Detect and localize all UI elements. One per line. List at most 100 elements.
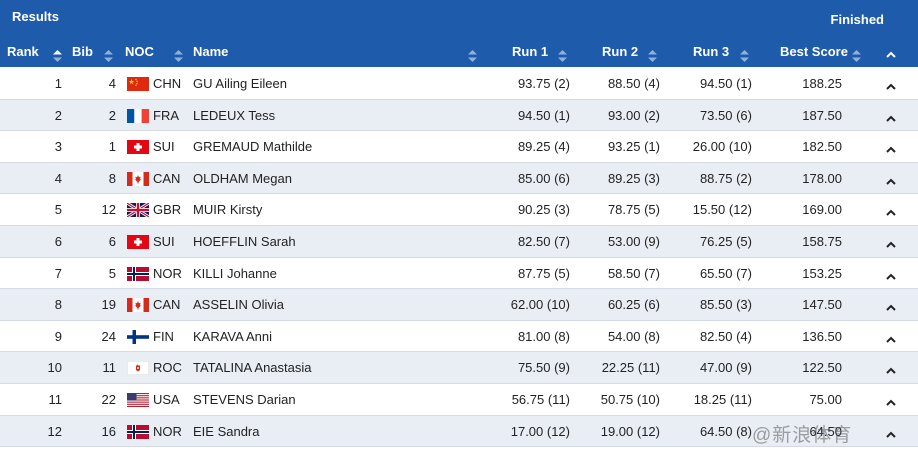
run2-cell: 19.00 (12): [600, 423, 660, 439]
flag-roc-icon: [127, 361, 149, 376]
table-row[interactable]: 3 1 SUI GREMAUD Mathilde 89.25 (4) 93.25 (1) 2…: [0, 131, 918, 163]
table-row[interactable]: 7 5 NOR KILLI Johanne 87.75 (5) 58.50 (7) 65.5…: [0, 258, 918, 290]
caret-up-icon[interactable]: [886, 427, 896, 438]
bib-cell: 11: [102, 360, 117, 376]
run3-cell: 85.50 (3): [699, 297, 752, 313]
table-row[interactable]: 2 2 FRA LEDEUX Tess 94.50 (1) 93.00 (2) 73.50 …: [0, 99, 918, 132]
sort-arrows-icon[interactable]: [104, 50, 113, 62]
athlete-name[interactable]: MUIR Kirsty: [193, 202, 263, 218]
table-row[interactable]: 12 16 NOR EIE Sandra 17.00 (12) 19.00 (12) 64.…: [0, 415, 918, 448]
noc-cell: CAN: [153, 170, 181, 186]
caret-up-icon[interactable]: [886, 237, 896, 248]
flag-fra-icon: [127, 108, 149, 123]
run2-cell: 78.75 (5): [607, 202, 660, 218]
collapse-all-icon[interactable]: [886, 46, 896, 58]
athlete-name[interactable]: GU Ailing Eileen: [193, 76, 287, 91]
bib-cell: 22: [101, 392, 116, 407]
athlete-name[interactable]: HOEFFLIN Sarah: [193, 234, 296, 249]
athlete-name[interactable]: OLDHAM Megan: [193, 170, 292, 186]
athlete-name[interactable]: GREMAUD Mathilde: [193, 139, 313, 155]
athlete-name[interactable]: EIE Sandra: [193, 423, 260, 439]
athlete-name[interactable]: KARAVA Anni: [193, 328, 273, 344]
table-row[interactable]: 11 22 USA STEVENS Darian 56.75 (11) 50.75 (10…: [0, 384, 918, 416]
noc-cell: NOR: [153, 423, 182, 439]
table-row[interactable]: 9 24 FIN KARAVA Anni 81.00 (8) 54.00 (8) 82.50…: [0, 321, 918, 353]
col-run1-header[interactable]: Run 1: [512, 44, 549, 59]
table-row[interactable]: 4 8 CAN OLDHAM Megan 85.00 (6) 89.25 (3) 88.75…: [0, 162, 918, 195]
noc-cell: USA: [153, 392, 180, 407]
caret-up-icon[interactable]: [886, 300, 896, 311]
run3-cell: 26.00 (10): [692, 139, 752, 155]
caret-up-icon[interactable]: [886, 395, 896, 406]
run3-cell: 47.00 (9): [699, 360, 752, 376]
best-score-cell: 169.00: [802, 202, 842, 218]
run1-cell: 56.75 (11): [511, 392, 570, 407]
run1-cell: 62.00 (10): [510, 297, 570, 313]
sort-arrows-icon[interactable]: [174, 50, 183, 62]
run2-cell: 50.75 (10): [600, 392, 660, 407]
run1-cell: 82.50 (7): [517, 234, 570, 249]
table-row[interactable]: 6 6 SUI HOEFFLIN Sarah 82.50 (7) 53.00 (9) 76.…: [0, 226, 918, 258]
sort-arrows-icon[interactable]: [53, 50, 62, 62]
caret-up-icon[interactable]: [886, 174, 896, 185]
col-bib-header[interactable]: Bib: [72, 44, 93, 59]
run1-cell: 85.00 (6): [517, 170, 570, 186]
flag-usa-icon: [127, 393, 149, 407]
flag-fin-icon: [127, 329, 149, 344]
caret-up-icon[interactable]: [886, 332, 896, 343]
caret-up-icon[interactable]: [886, 363, 896, 375]
run3-cell: 76.25 (5): [699, 234, 752, 249]
run2-cell: 22.25 (11): [601, 360, 660, 376]
bib-cell: 5: [108, 265, 116, 281]
bib-cell: 8: [108, 170, 116, 186]
flag-gbr-icon: [127, 203, 149, 218]
flag-nor-icon: [127, 424, 149, 439]
bib-cell: 24: [101, 328, 116, 344]
bib-cell: 1: [108, 139, 116, 155]
sort-arrows-icon[interactable]: [468, 50, 477, 62]
bib-cell: 16: [101, 423, 116, 439]
caret-up-icon[interactable]: [886, 269, 896, 280]
results-title: Results: [12, 9, 59, 24]
table-row[interactable]: 8 19 CAN ASSELIN Olivia 62.00 (10) 60.25 (6) 8…: [0, 289, 918, 321]
caret-up-icon[interactable]: [886, 205, 896, 217]
rank-cell: 5: [54, 202, 62, 218]
athlete-name[interactable]: TATALINA Anastasia: [193, 360, 312, 376]
bib-cell: 19: [101, 297, 116, 313]
best-score-cell: 75.00: [809, 392, 842, 407]
run1-cell: 81.00 (8): [517, 328, 570, 344]
table-row[interactable]: 5 12 GBR MUIR Kirsty 90.25 (3) 78.75 (5) 15.50…: [0, 194, 918, 226]
col-rank-header[interactable]: Rank: [7, 44, 39, 59]
col-run3-header[interactable]: Run 3: [693, 44, 730, 59]
run2-cell: 54.00 (8): [607, 328, 660, 344]
table-row[interactable]: 1 4 CHN GU Ailing Eileen 93.75 (2) 88.50 (4) 9…: [0, 68, 918, 100]
col-noc-header[interactable]: NOC: [125, 44, 154, 59]
noc-cell: NOR: [153, 265, 182, 281]
athlete-name[interactable]: LEDEUX Tess: [193, 107, 276, 123]
sort-arrows-icon[interactable]: [852, 50, 861, 62]
caret-up-icon[interactable]: [886, 79, 896, 90]
run2-cell: 88.50 (4): [607, 76, 660, 91]
caret-up-icon[interactable]: [886, 111, 896, 122]
caret-up-icon[interactable]: [886, 142, 896, 153]
athlete-name[interactable]: STEVENS Darian: [193, 392, 296, 407]
run2-cell: 60.25 (6): [607, 297, 660, 313]
rank-cell: 2: [54, 107, 62, 123]
table-row[interactable]: 10 11 ROC TATALINA Anastasia 75.50 (9) 22.25 …: [0, 352, 918, 384]
sort-arrows-icon[interactable]: [740, 50, 749, 62]
run1-cell: 94.50 (1): [517, 107, 570, 123]
noc-cell: ROC: [153, 360, 182, 376]
col-name-header[interactable]: Name: [193, 44, 229, 59]
run2-cell: 58.50 (7): [607, 265, 660, 281]
best-score-cell: 122.50: [802, 360, 842, 376]
athlete-name[interactable]: ASSELIN Olivia: [193, 297, 285, 313]
sort-arrows-icon[interactable]: [648, 50, 657, 62]
rank-cell: 1: [54, 76, 62, 91]
sort-arrows-icon[interactable]: [558, 50, 567, 62]
col-run2-header[interactable]: Run 2: [602, 44, 639, 59]
bib-cell: 6: [108, 234, 116, 249]
bib-cell: 12: [101, 202, 116, 218]
col-best-header[interactable]: Best Score: [780, 44, 848, 59]
athlete-name[interactable]: KILLI Johanne: [193, 265, 277, 281]
flag-can-icon: [127, 171, 149, 186]
